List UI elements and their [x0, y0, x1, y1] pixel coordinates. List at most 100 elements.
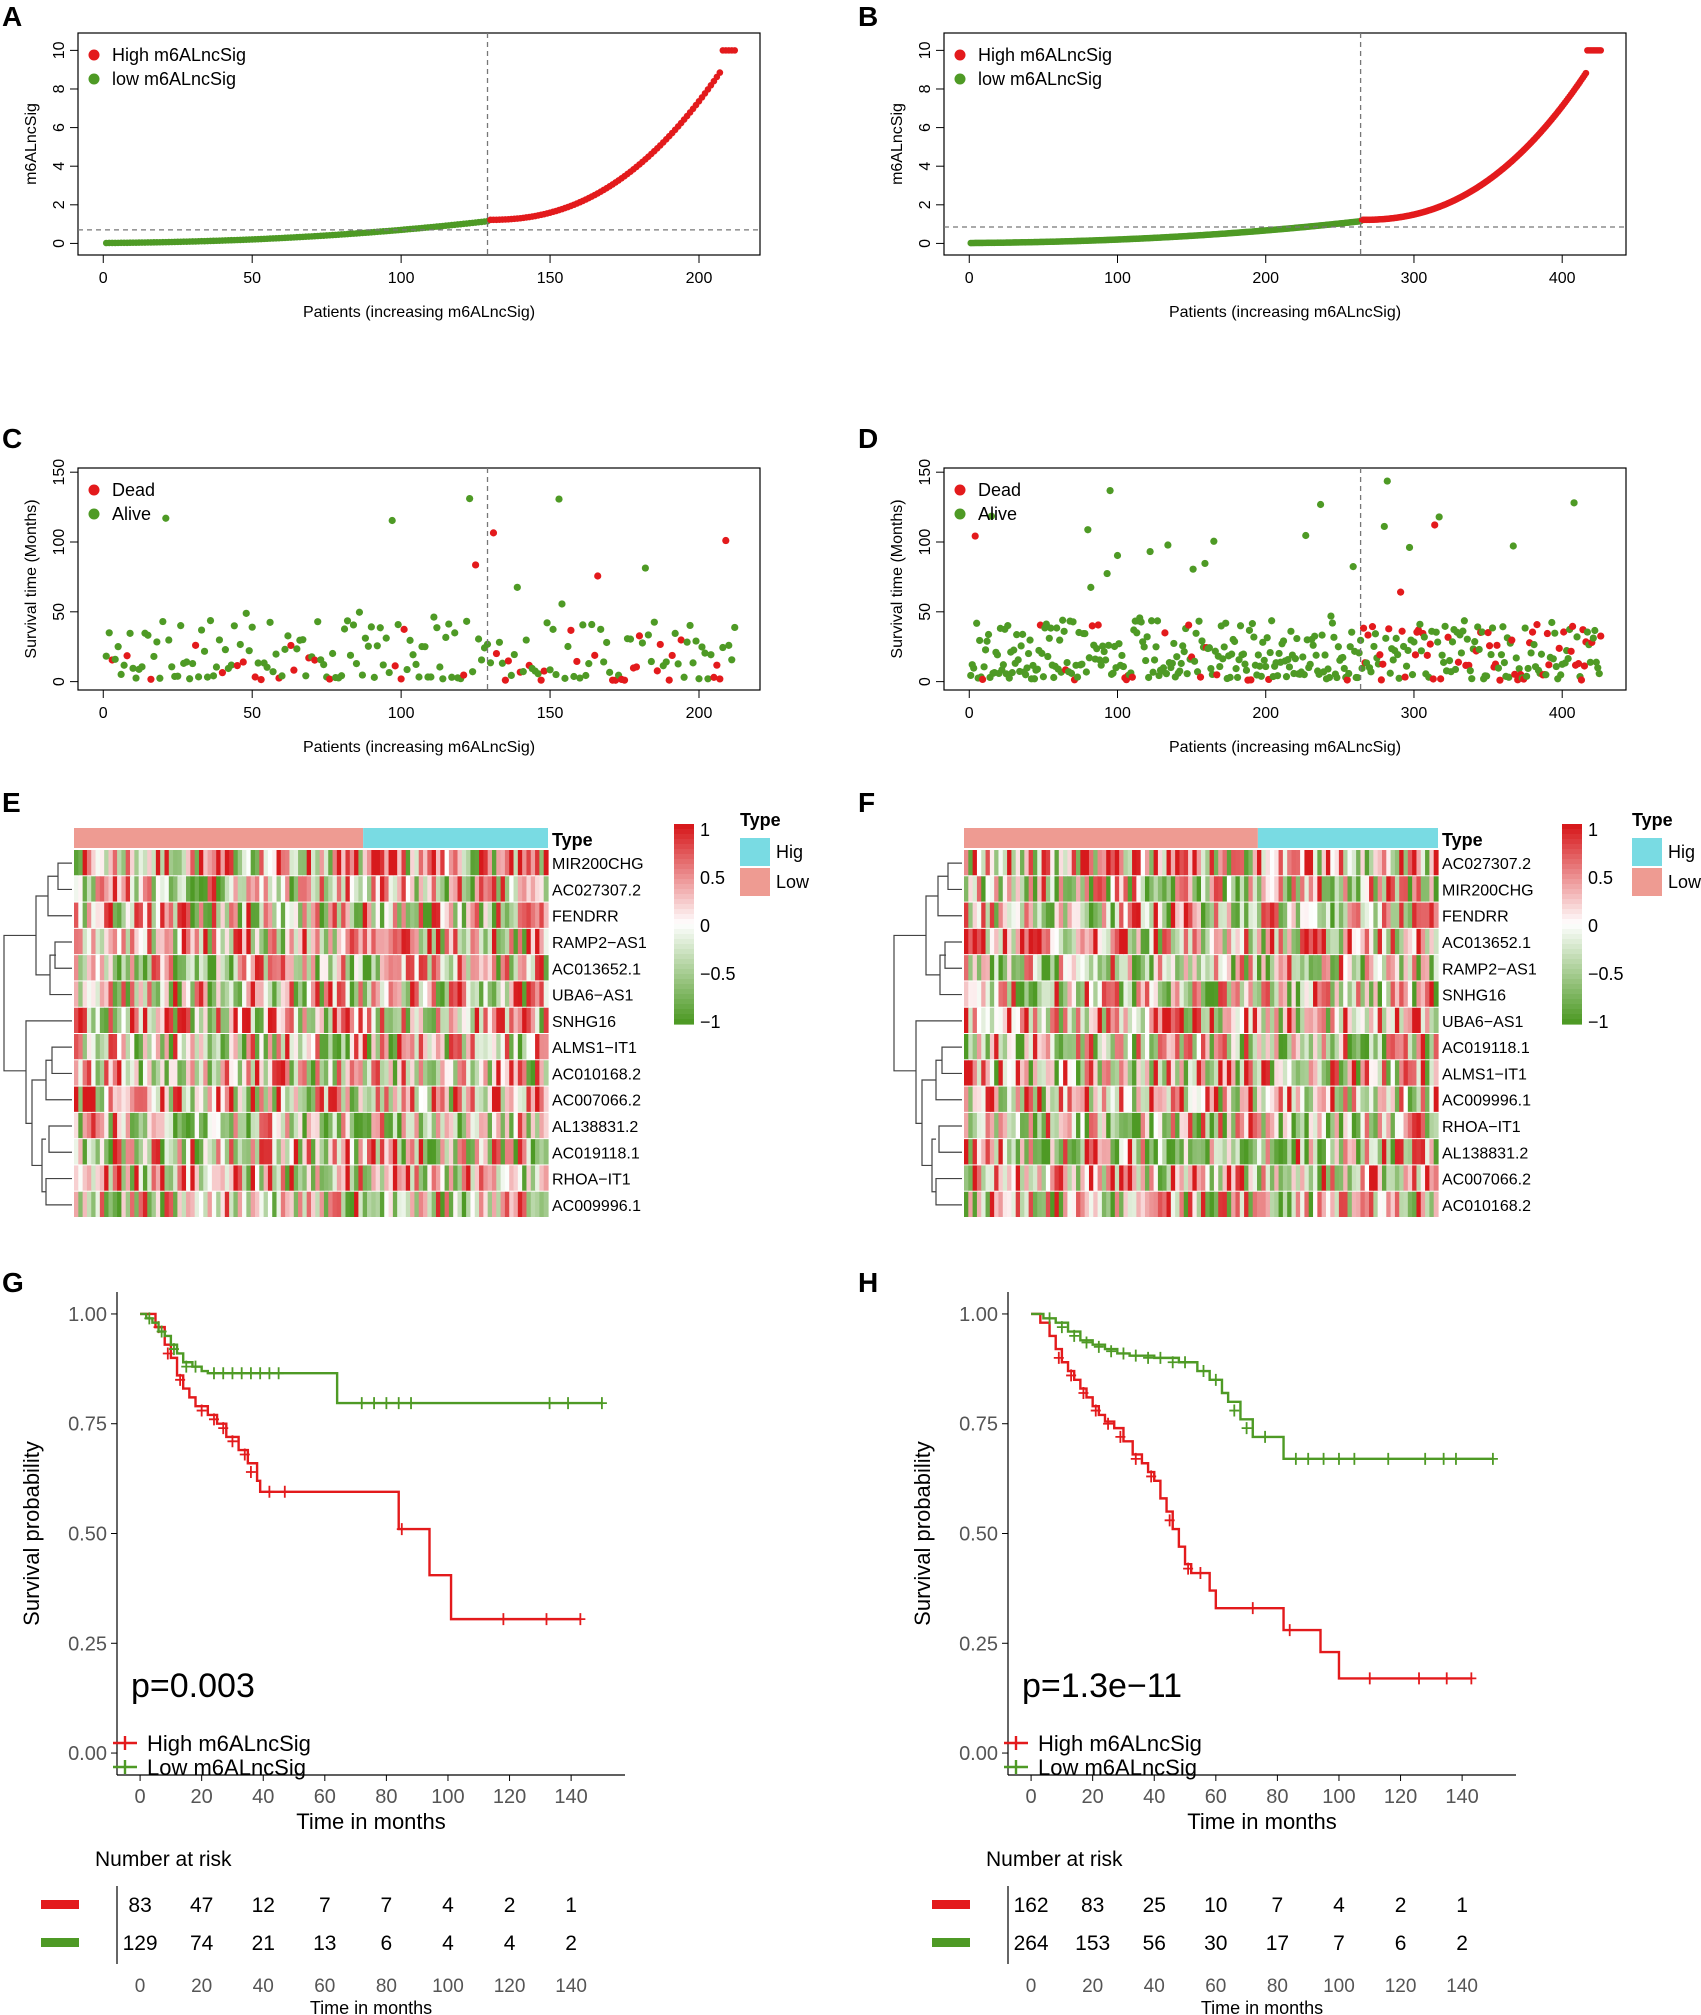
- heat-cell: [500, 981, 506, 1007]
- heat-cell: [453, 902, 459, 928]
- heat-cell: [1101, 1112, 1107, 1139]
- heat-cell: [1291, 876, 1297, 902]
- heat-cell: [1317, 1165, 1323, 1191]
- heat-cell: [280, 1112, 286, 1139]
- heat-cell: [1330, 876, 1336, 902]
- heat-cell: [1002, 902, 1008, 928]
- heat-cell: [1338, 1060, 1344, 1086]
- heat-cell: [198, 1060, 204, 1086]
- heat-cell: [1054, 876, 1060, 902]
- heat-cell: [1252, 876, 1258, 902]
- heat-cell: [194, 1034, 200, 1060]
- heat-cell: [315, 1112, 321, 1139]
- heat-cell: [1356, 902, 1362, 928]
- heat-cell: [1067, 1007, 1073, 1033]
- alive-point: [1245, 626, 1254, 634]
- heat-cell: [543, 1007, 549, 1033]
- alive-point: [1355, 649, 1363, 657]
- heat-cell: [1343, 1034, 1349, 1060]
- alive-point: [1145, 673, 1153, 682]
- heat-cell: [216, 1034, 222, 1060]
- alive-point: [1109, 669, 1117, 677]
- colorbar-tick: −1: [1588, 1012, 1609, 1032]
- risk-count: 7: [1333, 1932, 1345, 1955]
- heat-cell: [1218, 1034, 1224, 1060]
- heat-cell: [444, 876, 450, 902]
- heat-cell: [367, 955, 372, 981]
- alive-point: [1432, 628, 1440, 636]
- heat-cell: [1321, 928, 1327, 955]
- heat-cell: [1209, 1112, 1215, 1139]
- heat-cell: [332, 1034, 338, 1060]
- heat-cell: [981, 1060, 987, 1086]
- heat-cell: [1015, 1034, 1021, 1060]
- heat-cell: [1201, 902, 1206, 928]
- heat-cell: [1399, 1191, 1405, 1217]
- heat-cell: [457, 1034, 463, 1060]
- alive-point: [549, 625, 557, 633]
- heat-cell: [1170, 928, 1176, 955]
- heat-cell: [1265, 981, 1271, 1007]
- gene-label: AC027307.2: [552, 882, 641, 899]
- heat-cell: [1416, 1060, 1422, 1086]
- heat-cell: [500, 876, 506, 902]
- heat-cell: [1054, 1034, 1060, 1060]
- alive-point: [186, 675, 194, 683]
- heat-cell: [1257, 1060, 1262, 1086]
- heat-cell: [345, 1060, 351, 1086]
- heat-cell: [1244, 1034, 1249, 1060]
- heat-cell: [207, 1112, 213, 1139]
- heat-cell: [1106, 876, 1112, 902]
- heat-cell: [173, 902, 179, 928]
- heat-cell: [1157, 1191, 1163, 1217]
- heat-cell: [1347, 1191, 1353, 1217]
- alive-point: [1537, 650, 1546, 658]
- censor-mark: [279, 1485, 290, 1498]
- heat-cell: [1278, 1034, 1284, 1060]
- alive-point: [1330, 633, 1338, 641]
- censor-mark: [255, 1367, 266, 1380]
- alive-point: [227, 661, 235, 669]
- heat-cell: [1399, 876, 1405, 902]
- heat-cell: [1239, 1191, 1245, 1217]
- heat-cell: [1295, 928, 1301, 955]
- heat-cell: [466, 1191, 472, 1217]
- heat-cell: [1399, 1112, 1405, 1139]
- legend-key-low: [1004, 1760, 1028, 1774]
- heat-cell: [1213, 1060, 1219, 1086]
- heat-cell: [311, 1139, 316, 1165]
- censor-mark: [393, 1397, 404, 1410]
- heat-cell: [504, 1060, 510, 1086]
- heat-cell: [1020, 1034, 1025, 1060]
- heat-cell: [289, 902, 295, 928]
- heat-cell: [474, 981, 480, 1007]
- heat-cell: [496, 981, 502, 1007]
- heat-cell: [1058, 876, 1064, 902]
- heat-cell: [444, 1112, 450, 1139]
- heat-cell: [298, 1034, 303, 1060]
- gene-label: AL138831.2: [1442, 1145, 1528, 1162]
- heat-cell: [1425, 1191, 1430, 1217]
- heat-cell: [246, 1034, 252, 1060]
- heat-cell: [1114, 981, 1120, 1007]
- heat-cell: [1369, 928, 1374, 955]
- x-tick-label: 0: [99, 270, 108, 287]
- dead-point: [1429, 675, 1437, 683]
- censor-mark: [1056, 1321, 1067, 1334]
- x-tick-label: 200: [1252, 270, 1279, 287]
- heat-cell: [1369, 955, 1374, 981]
- heat-cell: [470, 1191, 476, 1217]
- alive-point: [1318, 631, 1326, 639]
- heat-cell: [1386, 1165, 1392, 1191]
- heat-cell: [1002, 1060, 1008, 1086]
- alive-point: [421, 643, 429, 651]
- heat-cell: [491, 1112, 497, 1139]
- heat-cell: [1179, 1034, 1185, 1060]
- heat-cell: [160, 1086, 166, 1112]
- dead-point: [665, 676, 673, 684]
- heat-cell: [981, 1139, 987, 1165]
- heat-cell: [487, 928, 493, 955]
- heat-cell: [457, 850, 463, 876]
- gene-label: AC019118.1: [552, 1145, 640, 1162]
- heat-cell: [285, 981, 291, 1007]
